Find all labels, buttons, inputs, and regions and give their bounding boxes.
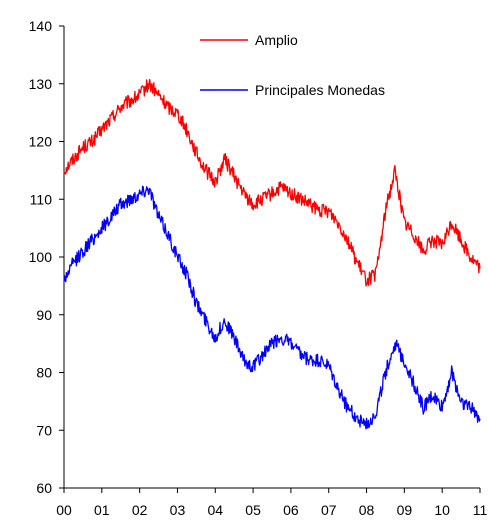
- x-tick-label-11: 11: [473, 502, 488, 518]
- x-tick-label-01: 01: [94, 502, 110, 518]
- x-tick-label-05: 05: [245, 502, 261, 518]
- x-tick-label-03: 03: [170, 502, 186, 518]
- y-axis: 60 70 80 90 100 110 120 130 140: [29, 18, 65, 496]
- x-tick-label-00: 00: [56, 502, 72, 518]
- x-tick-label-08: 08: [359, 502, 375, 518]
- y-tick-label-110: 110: [30, 191, 53, 207]
- series-layer: [63, 78, 481, 430]
- x-tick-label-09: 09: [397, 502, 413, 518]
- y-tick-label-140: 140: [29, 18, 53, 34]
- x-tick-label-06: 06: [283, 502, 299, 518]
- y-tick-label-130: 130: [29, 76, 53, 92]
- legend-label-principales-monedas: Principales Monedas: [255, 82, 385, 98]
- x-axis: 00 01 02 03 04 05 06 07 08 09 10 11: [56, 487, 488, 518]
- y-tick-label-70: 70: [36, 422, 52, 438]
- y-tick-label-60: 60: [36, 480, 52, 496]
- y-tick-label-120: 120: [29, 134, 53, 150]
- x-tick-label-04: 04: [207, 502, 223, 518]
- y-tick-label-90: 90: [36, 307, 52, 323]
- legend-label-amplio: Amplio: [255, 32, 298, 48]
- y-tick-label-80: 80: [36, 365, 52, 381]
- x-tick-label-10: 10: [434, 502, 450, 518]
- x-tick-label-07: 07: [321, 502, 337, 518]
- series-line-amplio: [63, 78, 481, 287]
- legend: Amplio Principales Monedas: [200, 32, 385, 98]
- y-tick-label-100: 100: [29, 249, 53, 265]
- x-tick-label-02: 02: [132, 502, 148, 518]
- series-line-principales-monedas: [63, 185, 481, 430]
